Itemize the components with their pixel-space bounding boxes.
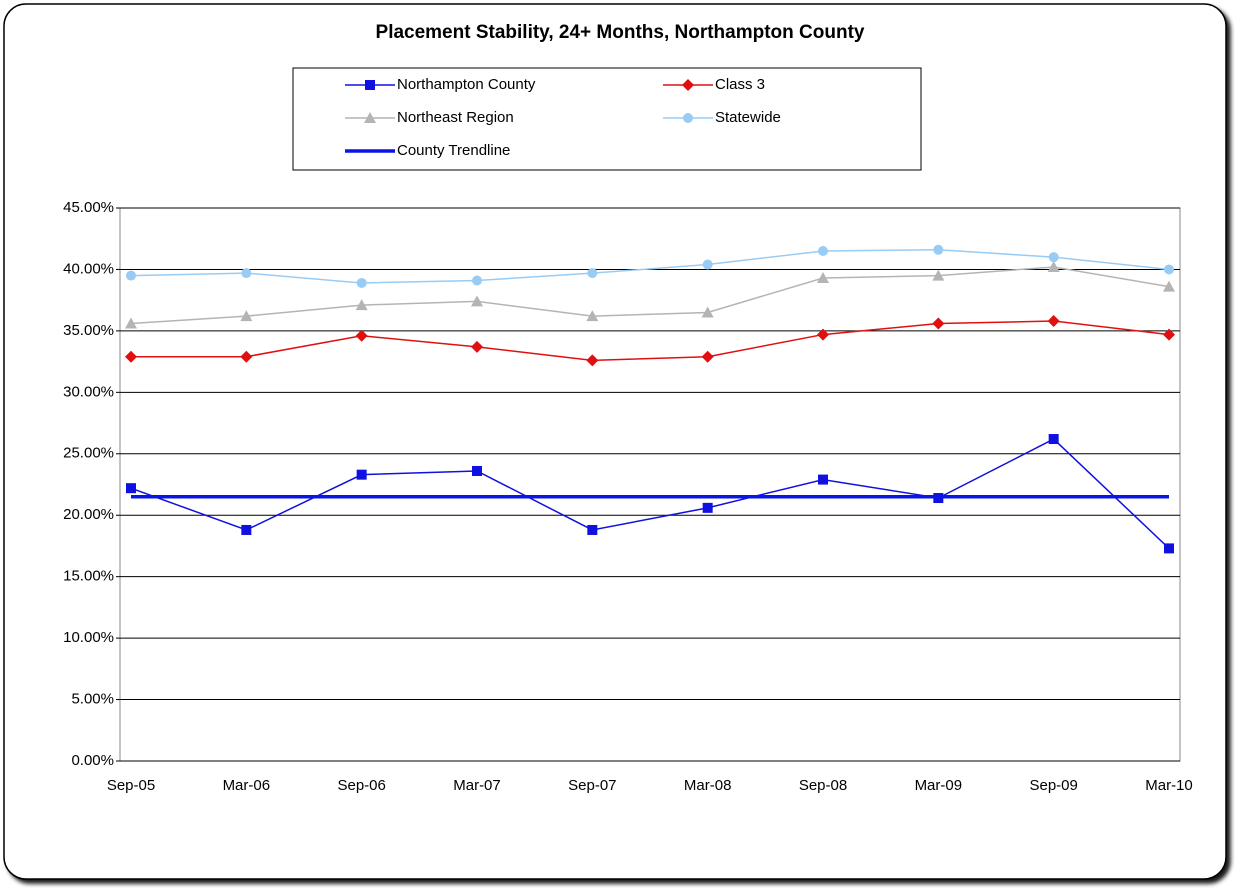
- x-tick-label: Sep-06: [337, 777, 385, 794]
- legend-label: County Trendline: [397, 142, 510, 159]
- data-point: [701, 350, 714, 363]
- data-point: [586, 354, 599, 367]
- data-point: [1164, 543, 1174, 554]
- series-line: [130, 249, 1170, 284]
- data-point: [241, 268, 252, 279]
- data-point: [355, 329, 368, 342]
- data-point: [355, 299, 368, 311]
- y-tick-label: 40.00%: [63, 260, 114, 277]
- data-point: [471, 340, 483, 353]
- legend-marker: [683, 113, 693, 123]
- data-point: [241, 524, 252, 535]
- chart-title: Placement Stability, 24+ Months, Northam…: [376, 22, 865, 43]
- y-tick-label: 10.00%: [63, 629, 114, 646]
- data-point: [1164, 264, 1174, 275]
- y-tick-label: 35.00%: [63, 322, 114, 339]
- data-point: [817, 272, 829, 284]
- y-tick-label: 30.00%: [63, 383, 114, 400]
- x-tick-label: Mar-08: [684, 777, 732, 794]
- legend-label: Class 3: [715, 76, 765, 93]
- data-point: [1048, 434, 1059, 445]
- data-point: [1163, 328, 1175, 341]
- legend-marker: [364, 112, 376, 123]
- data-point: [587, 268, 598, 279]
- x-tick-label: Mar-09: [915, 777, 963, 794]
- legend-label: Northeast Region: [397, 109, 514, 126]
- data-point: [1047, 315, 1060, 328]
- data-point: [1163, 280, 1175, 292]
- data-point: [932, 269, 945, 281]
- data-point: [932, 317, 945, 330]
- x-tick-label: Sep-09: [1029, 777, 1077, 794]
- data-point: [1047, 260, 1060, 272]
- plot-area: [119, 207, 1181, 762]
- data-point: [587, 524, 598, 535]
- data-point: [472, 465, 482, 476]
- y-tick-label: 5.00%: [71, 691, 114, 708]
- x-tick-label: Sep-05: [107, 777, 155, 794]
- data-point: [472, 275, 482, 286]
- y-tick-label: 20.00%: [63, 506, 114, 523]
- y-tick-label: 15.00%: [63, 568, 114, 585]
- legend-marker: [365, 80, 375, 90]
- series-line: [130, 438, 1170, 549]
- data-point: [356, 277, 367, 288]
- series-line: [130, 266, 1170, 325]
- data-point: [126, 483, 136, 494]
- x-tick-label: Mar-06: [223, 777, 271, 794]
- x-tick-label: Mar-07: [453, 777, 501, 794]
- data-point: [471, 295, 483, 307]
- legend-marker: [682, 79, 694, 91]
- data-point: [240, 350, 253, 363]
- y-tick-label: 45.00%: [63, 199, 114, 216]
- y-tick-label: 0.00%: [71, 752, 114, 769]
- data-point: [818, 474, 828, 485]
- x-tick-label: Mar-10: [1145, 777, 1193, 794]
- data-point: [240, 310, 253, 322]
- series-line: [131, 320, 1170, 362]
- data-point: [818, 246, 828, 257]
- data-point: [701, 306, 714, 318]
- data-point: [126, 270, 136, 281]
- data-point: [1048, 252, 1059, 263]
- data-point: [817, 328, 829, 341]
- data-point: [125, 317, 137, 329]
- data-point: [702, 502, 713, 513]
- data-point: [356, 469, 367, 480]
- data-point: [586, 310, 599, 322]
- data-point: [933, 244, 944, 255]
- x-tick-label: Sep-07: [568, 777, 616, 794]
- legend-label: Statewide: [715, 109, 781, 126]
- legend: [292, 67, 922, 171]
- legend-label: Northampton County: [397, 76, 536, 93]
- data-point: [125, 350, 137, 363]
- x-tick-label: Sep-08: [799, 777, 847, 794]
- y-tick-label: 25.00%: [63, 445, 114, 462]
- data-point: [702, 259, 713, 270]
